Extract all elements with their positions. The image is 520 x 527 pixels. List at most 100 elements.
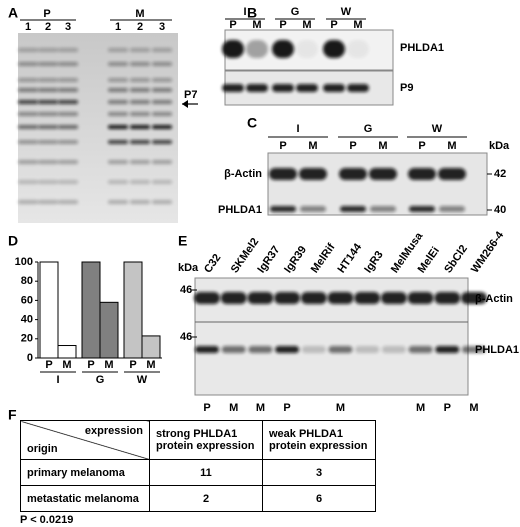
band	[354, 292, 381, 304]
band	[38, 200, 58, 204]
band	[438, 168, 466, 180]
unit-label: kDa	[178, 262, 199, 274]
band	[462, 346, 486, 353]
lane-label: 1	[25, 21, 31, 33]
band	[108, 180, 128, 184]
band	[339, 168, 367, 180]
band	[18, 200, 38, 204]
unit-label: kDa	[489, 140, 510, 152]
band	[108, 100, 128, 104]
band	[58, 200, 78, 204]
band	[220, 292, 247, 304]
band	[270, 206, 296, 212]
band	[38, 140, 58, 144]
x-tick-label: M	[62, 359, 71, 371]
band	[301, 346, 326, 353]
band	[130, 78, 150, 82]
lane-label: M	[378, 140, 387, 152]
band	[269, 168, 297, 180]
lane-label: IgR3	[362, 249, 386, 275]
bar	[81, 261, 101, 359]
y-tick-label: 60	[21, 294, 33, 306]
group-label: I	[243, 6, 246, 18]
lane-label: M	[447, 140, 456, 152]
x-tick-label: M	[104, 359, 113, 371]
lane-label: M	[252, 19, 261, 31]
band	[296, 84, 318, 92]
lane-label: M	[302, 19, 311, 31]
group-label: W	[341, 6, 352, 18]
row-label: β-Actin	[475, 293, 513, 305]
band	[272, 84, 294, 92]
lane-label: P	[349, 140, 356, 152]
size-label: 42	[494, 168, 506, 180]
x-tick-label: P	[45, 359, 52, 371]
panel-label: C	[247, 115, 257, 131]
band	[130, 140, 150, 144]
row-label: primary melanoma	[20, 459, 150, 486]
origin-label: P	[444, 402, 451, 414]
x-tick-label: P	[129, 359, 136, 371]
band	[38, 88, 58, 92]
band	[370, 206, 396, 212]
lane-label: P	[279, 19, 286, 31]
marker-label: P7	[184, 89, 197, 101]
lane-label: P	[330, 19, 337, 31]
band	[439, 206, 465, 212]
size-label: 46	[180, 284, 192, 296]
band	[108, 125, 128, 129]
band	[38, 62, 58, 66]
group-label: M	[135, 8, 144, 20]
band	[248, 346, 273, 353]
bar	[123, 261, 143, 359]
band	[381, 346, 406, 353]
col-header: expression	[84, 425, 143, 437]
band	[38, 180, 58, 184]
band	[323, 40, 345, 58]
band	[409, 206, 435, 212]
bar	[99, 301, 119, 359]
lane-label: M	[353, 19, 362, 31]
band	[408, 346, 433, 353]
band	[58, 78, 78, 82]
band	[18, 88, 38, 92]
band	[18, 62, 38, 66]
lane-label: IgR37	[255, 244, 282, 275]
band	[152, 100, 172, 104]
lane-label: MelRif	[309, 241, 338, 275]
band	[38, 78, 58, 82]
gel	[267, 152, 488, 216]
lane-label: 2	[137, 21, 143, 33]
band	[435, 346, 460, 353]
band	[347, 84, 369, 92]
cell: 6	[262, 485, 376, 512]
contingency-table: expression origin strong PHLDA1 protein …	[20, 420, 376, 512]
footnote: P < 0.0219	[20, 514, 74, 526]
band	[380, 292, 407, 304]
band	[272, 40, 294, 58]
group-label: I	[56, 374, 59, 386]
band	[152, 62, 172, 66]
panel-label: E	[178, 233, 187, 249]
band	[152, 48, 172, 52]
origin-label: M	[416, 402, 425, 414]
band	[222, 40, 244, 58]
band	[152, 180, 172, 184]
origin-label: M	[229, 402, 238, 414]
band	[108, 62, 128, 66]
band	[58, 48, 78, 52]
band	[108, 200, 128, 204]
band	[130, 160, 150, 164]
arrow-head	[182, 100, 188, 108]
band	[38, 112, 58, 116]
origin-label: P	[203, 402, 210, 414]
row-header: origin	[27, 443, 58, 455]
band	[18, 140, 38, 144]
band	[434, 292, 461, 304]
y-tick-label: 40	[21, 314, 33, 326]
band	[130, 62, 150, 66]
group-label: G	[291, 6, 300, 18]
band	[58, 140, 78, 144]
band	[58, 112, 78, 116]
